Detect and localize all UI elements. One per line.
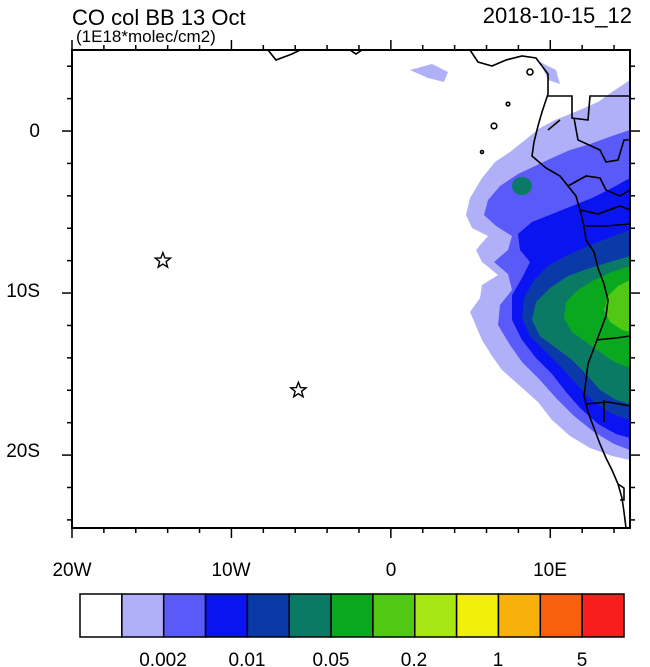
colorbar-label: 5 — [577, 650, 588, 667]
colorbar-swatch — [121, 593, 165, 638]
island-1 — [526, 68, 534, 76]
island-3 — [490, 122, 498, 130]
island-2 — [505, 101, 511, 107]
star-marker — [153, 250, 173, 269]
star-markers — [153, 250, 308, 399]
colorbar — [79, 593, 625, 638]
colorbar-swatch — [330, 593, 374, 638]
colorbar-swatch — [162, 593, 207, 638]
map-units: (1E18*molec/cm2) — [76, 27, 216, 46]
colorbar-label: 0.01 — [229, 650, 266, 667]
colorbar-label: 0.002 — [139, 650, 187, 667]
colorbar-swatch — [246, 593, 290, 638]
colorbar-label: 1 — [493, 650, 504, 667]
colorbar-swatch — [539, 593, 583, 638]
colorbar-swatch — [497, 593, 542, 638]
colorbar-label: 0.05 — [313, 650, 350, 667]
border-north — [547, 95, 630, 163]
y-tick-label: 10S — [6, 281, 40, 302]
colorbar-swatch — [581, 593, 625, 638]
plume-teal-spot — [512, 177, 532, 195]
map-frame — [71, 49, 631, 529]
colorbar-swatch — [204, 593, 249, 638]
colorbar-swatch — [455, 593, 500, 638]
x-tick-label: 10E — [533, 560, 567, 581]
axis-ticks — [62, 40, 640, 538]
y-tick-label: 0 — [29, 121, 40, 142]
map-title: CO col BB 13 Oct — [72, 5, 246, 30]
border-central — [567, 175, 630, 227]
island-4 — [479, 149, 485, 155]
x-tick-label: 20W — [52, 560, 91, 581]
x-tick-label: 10W — [211, 560, 250, 581]
y-tick-label: 20S — [6, 441, 40, 462]
x-tick-label: 0 — [386, 560, 397, 581]
colorbar-labels: 0.002 0.01 0.05 0.2 1 5 — [139, 650, 587, 667]
y-tick-labels: 0 10S 20S — [6, 121, 40, 462]
star-marker — [288, 380, 308, 399]
co-plume — [410, 62, 630, 460]
map-datetime: 2018-10-15_12 — [483, 3, 632, 28]
x-tick-labels: 20W 10W 0 10E — [52, 560, 566, 581]
plume-light-north — [410, 62, 560, 84]
colorbar-label: 0.2 — [401, 650, 427, 667]
coastline — [267, 50, 630, 528]
border-south — [585, 335, 630, 501]
colorbar-swatch — [288, 593, 332, 638]
colorbar-swatch — [414, 593, 458, 638]
coastline-path — [267, 50, 627, 528]
colorbar-swatch — [372, 593, 416, 638]
plume-lime-band — [604, 280, 630, 332]
colorbar-swatch — [79, 593, 123, 638]
